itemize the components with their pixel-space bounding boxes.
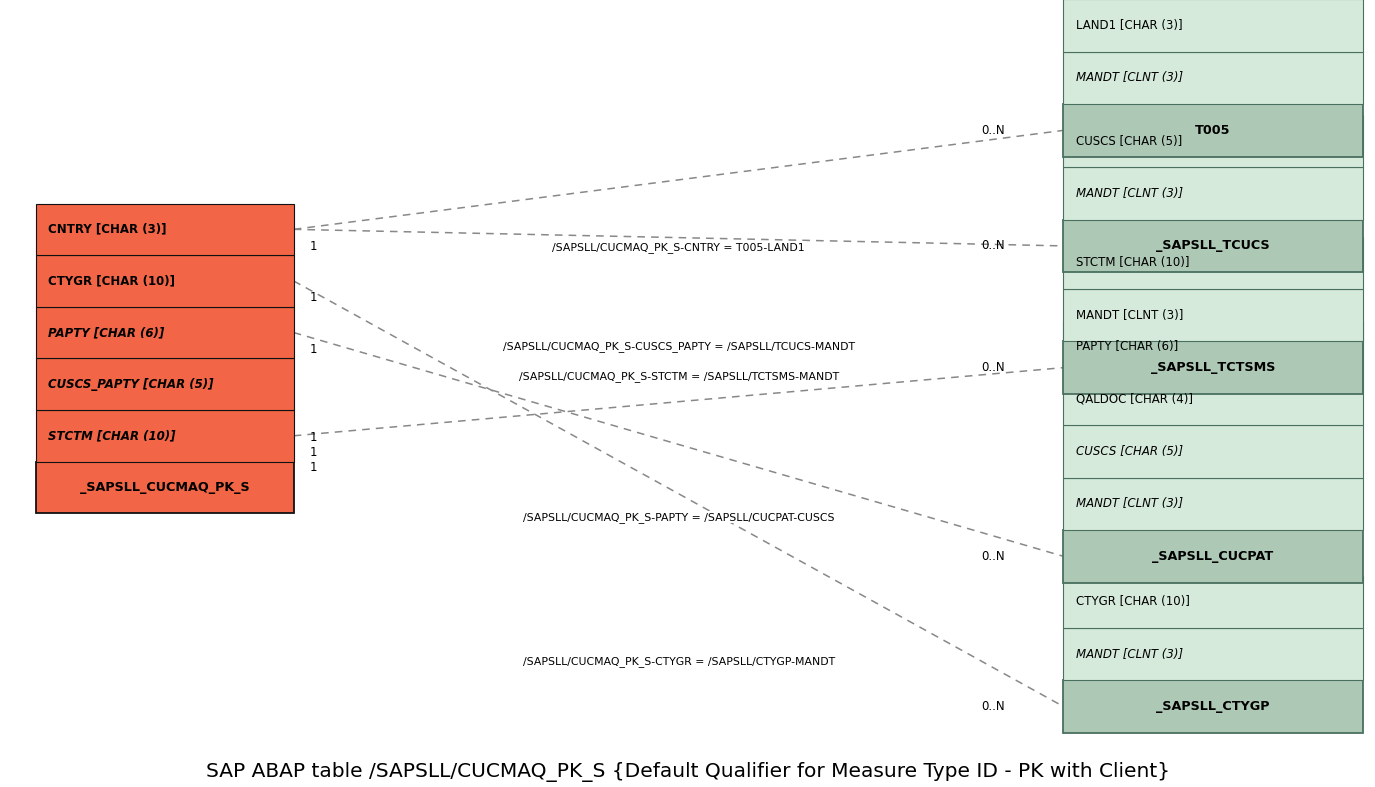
Bar (1063, 342, 1363, 394)
Text: CUSCS [CHAR (5)]: CUSCS [CHAR (5)] (1075, 135, 1182, 148)
Text: MANDT [CLNT (3)]: MANDT [CLNT (3)] (1075, 497, 1182, 511)
Text: 1: 1 (311, 291, 318, 305)
Text: PAPTY [CHAR (6)]: PAPTY [CHAR (6)] (1075, 340, 1178, 353)
Bar (1063, 289, 1363, 342)
Bar (36, 255, 294, 307)
Text: _SAPSLL_TCUCS: _SAPSLL_TCUCS (1156, 239, 1270, 253)
Text: CTYGR [CHAR (10)]: CTYGR [CHAR (10)] (48, 275, 175, 287)
Bar (1063, 52, 1363, 104)
Text: PAPTY [CHAR (6)]: PAPTY [CHAR (6)] (48, 326, 164, 339)
Bar (1063, 680, 1363, 733)
Bar (1063, 426, 1363, 478)
Bar (1063, 168, 1363, 220)
Bar (36, 462, 294, 513)
Text: 1: 1 (311, 240, 318, 253)
Text: CNTRY [CHAR (3)]: CNTRY [CHAR (3)] (48, 223, 166, 236)
Text: 0..N: 0..N (982, 700, 1005, 713)
Bar (1063, 115, 1363, 168)
Text: SAP ABAP table /SAPSLL/CUCMAQ_PK_S {Default Qualifier for Measure Type ID - PK w: SAP ABAP table /SAPSLL/CUCMAQ_PK_S {Defa… (205, 762, 1170, 782)
Text: /SAPSLL/CUCMAQ_PK_S-CTYGR = /SAPSLL/CTYGP-MANDT: /SAPSLL/CUCMAQ_PK_S-CTYGR = /SAPSLL/CTYG… (522, 656, 835, 667)
Text: /SAPSLL/CUCMAQ_PK_S-CNTRY = T005-LAND1: /SAPSLL/CUCMAQ_PK_S-CNTRY = T005-LAND1 (553, 242, 804, 253)
Bar (1063, 220, 1363, 272)
Bar (1063, 0, 1363, 52)
Text: /SAPSLL/CUCMAQ_PK_S-CUSCS_PAPTY = /SAPSLL/TCUCS-MANDT: /SAPSLL/CUCMAQ_PK_S-CUSCS_PAPTY = /SAPSL… (503, 342, 855, 353)
Text: CUSCS [CHAR (5)]: CUSCS [CHAR (5)] (1075, 445, 1182, 458)
Bar (1063, 530, 1363, 582)
Text: 0..N: 0..N (982, 124, 1005, 137)
Bar (36, 307, 294, 358)
Text: _SAPSLL_CUCPAT: _SAPSLL_CUCPAT (1152, 550, 1273, 563)
Text: CTYGR [CHAR (10)]: CTYGR [CHAR (10)] (1075, 595, 1189, 608)
Bar (36, 204, 294, 255)
Bar (1063, 628, 1363, 680)
Text: 0..N: 0..N (982, 239, 1005, 253)
Text: T005: T005 (1195, 124, 1231, 137)
Text: _SAPSLL_TCTSMS: _SAPSLL_TCTSMS (1151, 361, 1275, 374)
Bar (36, 358, 294, 410)
Text: CUSCS_PAPTY [CHAR (5)]: CUSCS_PAPTY [CHAR (5)] (48, 378, 213, 390)
Bar (1063, 478, 1363, 530)
Bar (1063, 575, 1363, 628)
Text: STCTM [CHAR (10)]: STCTM [CHAR (10)] (1075, 257, 1189, 269)
Text: MANDT [CLNT (3)]: MANDT [CLNT (3)] (1075, 72, 1182, 84)
Text: QALDOC [CHAR (4)]: QALDOC [CHAR (4)] (1075, 393, 1194, 405)
Text: 1
1
1: 1 1 1 (311, 431, 318, 475)
Text: 1: 1 (311, 343, 318, 356)
Text: 0..N: 0..N (982, 550, 1005, 563)
Bar (1063, 320, 1363, 373)
Text: MANDT [CLNT (3)]: MANDT [CLNT (3)] (1075, 309, 1184, 322)
Text: MANDT [CLNT (3)]: MANDT [CLNT (3)] (1075, 648, 1182, 660)
Text: /SAPSLL/CUCMAQ_PK_S-PAPTY = /SAPSLL/CUCPAT-CUSCS: /SAPSLL/CUCMAQ_PK_S-PAPTY = /SAPSLL/CUCP… (522, 512, 835, 523)
Text: _SAPSLL_CUCMAQ_PK_S: _SAPSLL_CUCMAQ_PK_S (80, 481, 249, 494)
Bar (1063, 104, 1363, 157)
Bar (1063, 237, 1363, 289)
Text: /SAPSLL/CUCMAQ_PK_S-STCTM = /SAPSLL/TCTSMS-MANDT: /SAPSLL/CUCMAQ_PK_S-STCTM = /SAPSLL/TCTS… (518, 371, 839, 382)
Text: STCTM [CHAR (10)]: STCTM [CHAR (10)] (48, 429, 176, 442)
Text: MANDT [CLNT (3)]: MANDT [CLNT (3)] (1075, 187, 1182, 200)
Bar (1063, 373, 1363, 426)
Text: 0..N: 0..N (982, 361, 1005, 374)
Text: LAND1 [CHAR (3)]: LAND1 [CHAR (3)] (1075, 19, 1182, 32)
Text: _SAPSLL_CTYGP: _SAPSLL_CTYGP (1156, 700, 1269, 713)
Bar (36, 410, 294, 462)
